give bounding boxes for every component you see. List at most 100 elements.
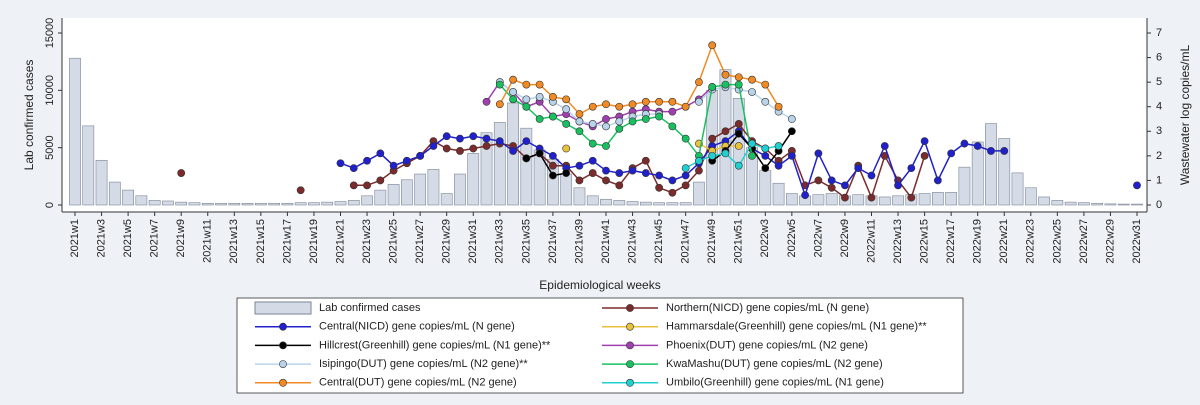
series-marker <box>575 110 584 118</box>
bar <box>188 202 201 206</box>
series-marker <box>562 105 571 114</box>
y-tick-label: 5000 <box>44 135 56 159</box>
bar <box>679 202 692 206</box>
bar <box>759 170 772 206</box>
bar <box>122 189 134 206</box>
legend-label: Northern(NICD) gene copies/mL (N gene) <box>666 302 869 314</box>
series-marker <box>495 80 504 89</box>
series-marker <box>695 166 703 175</box>
bar <box>1024 187 1037 206</box>
bar <box>626 201 639 206</box>
bar <box>1131 203 1143 206</box>
x-tick-label: 2021w21 <box>334 219 346 264</box>
series-marker <box>509 147 517 155</box>
series-marker <box>363 181 371 190</box>
series-marker <box>535 115 544 123</box>
series-marker <box>376 176 385 185</box>
series-marker <box>602 166 610 175</box>
series-marker <box>655 171 663 180</box>
legend-marker <box>279 322 287 331</box>
x-tick-label: 2021w7 <box>149 219 161 258</box>
series-marker <box>588 169 597 177</box>
x-tick-label: 2022w23 <box>1025 219 1037 264</box>
series-marker <box>562 95 571 104</box>
bar <box>308 202 320 206</box>
series-line <box>698 142 739 152</box>
legend-label: Lab confirmed cases <box>319 302 421 314</box>
y2-tick-label: 1 <box>1156 174 1162 186</box>
series-marker <box>734 73 743 82</box>
bar <box>971 141 984 206</box>
y2-tick-label: 5 <box>1156 76 1162 88</box>
series-marker <box>681 102 690 111</box>
bar <box>878 196 891 206</box>
x-tick-label: 2021w17 <box>281 219 293 264</box>
series-marker <box>721 149 730 158</box>
bar <box>892 195 904 206</box>
bar <box>493 122 506 206</box>
series-marker <box>509 75 517 84</box>
legend-label: Phoenix(DUT) gene copies/mL (N2 gene) <box>666 339 868 351</box>
bar <box>560 173 573 206</box>
bar <box>228 202 241 206</box>
series-marker <box>827 176 836 185</box>
series-marker <box>668 122 677 131</box>
x-axis-title: Epidemiological weeks <box>539 278 660 292</box>
bar <box>958 166 971 206</box>
series-marker <box>827 183 836 192</box>
x-tick-label: 2021w9 <box>175 219 187 258</box>
y2-tick-label: 6 <box>1156 51 1162 63</box>
series-marker <box>402 156 411 165</box>
series-marker <box>681 171 690 180</box>
series-marker <box>615 102 624 111</box>
series-marker <box>615 181 624 190</box>
series-marker <box>535 80 544 89</box>
series-marker <box>615 124 624 133</box>
series-marker <box>841 181 849 190</box>
series-marker <box>562 120 571 128</box>
series-marker <box>987 147 995 155</box>
series-marker <box>535 149 544 158</box>
x-tick-label: 2021w19 <box>308 219 320 264</box>
series-marker <box>734 120 743 128</box>
bar <box>1064 201 1077 206</box>
bar <box>998 138 1011 206</box>
series-marker <box>814 176 823 185</box>
x-tick-label: 2022w25 <box>1051 219 1063 264</box>
series-marker <box>349 164 358 173</box>
bar <box>825 193 838 206</box>
series-marker <box>734 129 743 138</box>
x-tick-label: 2022w31 <box>1131 219 1143 264</box>
series-marker <box>734 161 743 170</box>
bar <box>374 189 387 206</box>
x-tick-label: 2021w43 <box>626 219 638 264</box>
series-marker <box>416 151 425 160</box>
bar <box>95 159 108 206</box>
series-marker <box>695 97 703 106</box>
legend-marker <box>279 341 287 350</box>
legend-marker <box>626 341 634 350</box>
series-marker <box>761 97 770 106</box>
x-tick-label: 2022w3 <box>759 219 771 258</box>
y-tick-label: 15000 <box>44 18 56 49</box>
series-marker <box>668 107 677 116</box>
series-marker <box>296 186 305 195</box>
y2-tick-label: 0 <box>1156 199 1162 211</box>
x-tick-label: 2021w41 <box>600 219 612 264</box>
series-marker <box>469 132 478 141</box>
series-marker <box>748 139 756 148</box>
x-tick-label: 2022w17 <box>945 219 957 264</box>
y2-tick-label: 7 <box>1156 27 1162 39</box>
x-tick-label: 2022w13 <box>892 219 904 264</box>
bar <box>387 184 400 206</box>
series-marker <box>708 151 717 160</box>
series-marker <box>774 102 783 111</box>
bar <box>1091 202 1104 206</box>
bar <box>467 153 480 206</box>
x-tick-label: 2022w27 <box>1078 219 1090 264</box>
x-tick-label: 2021w13 <box>228 219 240 264</box>
series-marker <box>456 147 464 155</box>
series-marker <box>615 117 624 126</box>
series-marker <box>748 151 756 160</box>
